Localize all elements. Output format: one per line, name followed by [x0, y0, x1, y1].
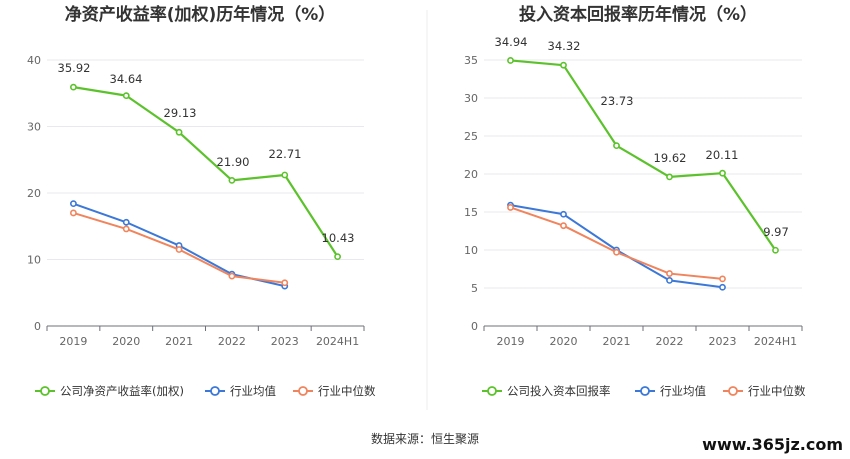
roic-data-label: 34.32 [548, 39, 581, 53]
roic-company-series-point[interactable] [560, 61, 567, 69]
roic-y-tick-label: 5 [471, 282, 478, 295]
roic-industry-mean-series-point[interactable] [666, 276, 673, 284]
legend-marker-icon [40, 386, 50, 396]
roic-data-label: 34.94 [495, 35, 528, 49]
roic-legend-industry-mean-series[interactable]: 行业均值 [635, 384, 706, 398]
roic-chart-title: 投入资本回报率历年情况（%） [519, 4, 757, 25]
roic-x-tick-label: 2024H1 [754, 335, 797, 348]
roe-y-tick-label: 30 [27, 121, 41, 134]
roic-y-tick-label: 35 [464, 54, 478, 67]
roic-legend-company-series[interactable]: 公司投入资本回报率 [482, 384, 611, 398]
legend-marker-icon [640, 386, 650, 396]
legend-marker-icon [298, 386, 308, 396]
roic-company-series-point[interactable] [772, 246, 779, 254]
roe-industry-median-series-point[interactable] [281, 279, 289, 287]
roe-data-label: 10.43 [322, 231, 355, 245]
roic-y-tick-label: 15 [464, 206, 478, 219]
roe-legend-industry-mean-series[interactable]: 行业均值 [205, 384, 276, 398]
roic-industry-median-series-line [510, 206, 723, 280]
roic-industry-median-series-point[interactable] [613, 248, 620, 256]
roe-x-tick-label: 2021 [165, 335, 193, 348]
roic-y-tick-label: 10 [464, 244, 478, 257]
roe-company-series-point[interactable] [228, 176, 236, 184]
roic-company-series-point[interactable] [666, 173, 673, 181]
roic-industry-mean-series-point[interactable] [560, 210, 567, 218]
roic-chart-panel: 投入资本回报率历年情况（%） 0 5 10 15 20 25 30 35 2019 2020 202… [464, 4, 806, 398]
roic-x-tick-label: 2020 [550, 335, 578, 348]
roe-legend-company-series[interactable]: 公司净资产收益率(加权) [35, 384, 184, 398]
roic-legend-industry-median-series[interactable]: 行业中位数 [723, 384, 806, 398]
roic-industry-median-series-point[interactable] [507, 204, 514, 211]
roe-y-tick-label: 0 [34, 320, 41, 333]
roic-y-tick-label: 25 [464, 130, 478, 143]
roe-x-tick-label: 2019 [59, 335, 87, 348]
legend-label: 行业均值 [230, 384, 276, 398]
roic-y-tick-label: 20 [464, 168, 478, 181]
roe-industry-mean-series-point[interactable] [70, 200, 77, 208]
roic-company-series-point[interactable] [507, 57, 514, 64]
roic-company-series-line [510, 59, 777, 251]
roe-data-label: 34.64 [110, 72, 143, 86]
roe-industry-median-series-point[interactable] [122, 225, 130, 233]
legend-label: 行业均值 [660, 384, 706, 398]
roe-company-series-point[interactable] [70, 83, 77, 91]
roic-y-tick-label: 30 [464, 92, 478, 105]
roic-x-tick-label: 2022 [656, 335, 684, 348]
roe-chart-title: 净资产收益率(加权)历年情况（%） [65, 4, 336, 25]
roe-company-series-line [73, 86, 339, 258]
legend-label: 行业中位数 [748, 384, 806, 398]
roe-industry-median-series-point[interactable] [70, 209, 77, 217]
roic-data-label: 20.11 [706, 148, 739, 162]
roic-company-series-point[interactable] [719, 169, 726, 177]
roe-data-label: 35.92 [58, 61, 91, 75]
roe-x-tick-label: 2023 [271, 335, 299, 348]
data-source-note: 数据来源：恒生聚源 [371, 431, 479, 446]
roic-industry-mean-series-point[interactable] [719, 283, 726, 291]
roe-chart-panel: 净资产收益率(加权)历年情况（%） 0 10 20 30 40 2019 2020 2021 2… [27, 4, 376, 398]
roic-data-label: 9.97 [763, 225, 789, 239]
roe-y-tick-label: 20 [27, 187, 41, 200]
roic-industry-median-series-point[interactable] [666, 270, 673, 277]
legend-marker-icon [728, 386, 738, 396]
roe-company-series-point[interactable] [175, 128, 183, 136]
roe-x-tick-label: 2020 [112, 335, 140, 348]
roic-data-label: 23.73 [601, 94, 634, 108]
roe-company-series-point[interactable] [334, 253, 341, 261]
roe-industry-median-series-point[interactable] [175, 246, 183, 253]
roe-data-label: 21.90 [217, 155, 250, 169]
roic-x-tick-label: 2019 [497, 335, 525, 348]
roic-data-label: 19.62 [654, 151, 687, 165]
roe-data-label: 22.71 [269, 147, 302, 161]
roe-x-tick-label: 2024H1 [316, 335, 359, 348]
roic-industry-median-series-point[interactable] [719, 275, 726, 283]
roe-y-tick-label: 40 [27, 54, 41, 67]
legend-label: 公司投入资本回报率 [507, 384, 611, 398]
roic-x-tick-label: 2023 [709, 335, 737, 348]
roic-x-tick-label: 2021 [603, 335, 631, 348]
roe-data-label: 29.13 [164, 106, 197, 120]
roe-industry-mean-series-point[interactable] [122, 218, 130, 226]
roe-company-series-point[interactable] [122, 92, 130, 100]
roe-y-tick-label: 10 [27, 254, 41, 267]
legend-label: 行业中位数 [318, 384, 376, 398]
roe-company-series-point[interactable] [281, 171, 289, 179]
legend-label: 公司净资产收益率(加权) [60, 384, 184, 398]
roic-y-tick-label: 0 [471, 320, 478, 333]
roe-legend-industry-median-series[interactable]: 行业中位数 [293, 384, 376, 398]
roe-x-tick-label: 2022 [218, 335, 246, 348]
site-watermark: www.365jz.com [702, 435, 843, 454]
roe-industry-median-series-point[interactable] [228, 272, 236, 280]
legend-marker-icon [487, 386, 497, 396]
roic-industry-median-series-point[interactable] [560, 222, 567, 230]
legend-marker-icon [210, 386, 220, 396]
roic-company-series-point[interactable] [613, 142, 620, 150]
